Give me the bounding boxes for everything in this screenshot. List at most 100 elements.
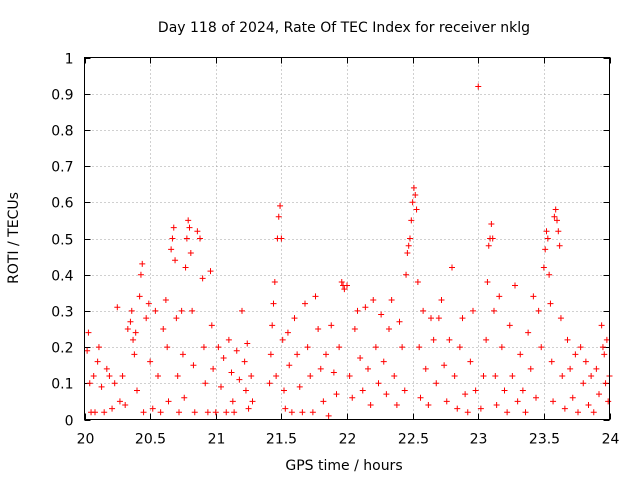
data-point xyxy=(271,278,278,285)
data-point xyxy=(413,206,420,213)
data-point xyxy=(420,307,427,314)
data-point xyxy=(122,402,129,409)
data-point xyxy=(149,405,156,412)
data-point xyxy=(533,394,539,401)
data-point xyxy=(199,275,206,282)
data-point xyxy=(147,358,154,365)
data-point xyxy=(119,373,126,380)
data-point xyxy=(459,315,466,322)
data-point xyxy=(467,358,474,365)
data-point xyxy=(231,409,238,416)
data-point xyxy=(409,199,416,206)
data-point xyxy=(605,398,612,405)
data-point xyxy=(241,358,248,365)
data-points xyxy=(84,83,613,419)
y-tick-label: 0.3 xyxy=(51,305,73,321)
data-point xyxy=(330,369,337,376)
data-point xyxy=(323,351,329,358)
data-point xyxy=(101,409,108,416)
data-point xyxy=(204,409,211,416)
data-point xyxy=(182,264,189,271)
data-point xyxy=(372,344,379,351)
data-point xyxy=(98,383,105,390)
data-point xyxy=(412,192,419,199)
data-point xyxy=(346,373,353,380)
data-point xyxy=(475,83,482,90)
x-tick-label: 22.5 xyxy=(398,432,429,448)
data-point xyxy=(593,365,600,372)
data-point xyxy=(130,336,137,343)
data-point xyxy=(169,235,176,242)
data-point xyxy=(136,293,143,300)
data-point xyxy=(294,351,301,358)
data-point xyxy=(451,373,458,380)
data-point xyxy=(249,398,256,405)
data-point xyxy=(386,326,392,332)
data-point xyxy=(229,398,236,405)
x-tick-label: 22 xyxy=(339,432,357,448)
data-point xyxy=(580,380,587,387)
data-point xyxy=(349,394,356,401)
data-point xyxy=(279,336,286,343)
data-point xyxy=(186,224,193,231)
data-point xyxy=(443,398,450,405)
data-point xyxy=(145,300,152,307)
data-point xyxy=(236,376,243,383)
data-point xyxy=(170,224,177,231)
data-point xyxy=(325,412,332,419)
data-point xyxy=(509,373,516,380)
data-point xyxy=(84,347,91,354)
data-point xyxy=(462,391,469,398)
data-point xyxy=(435,315,442,322)
data-point xyxy=(496,293,503,300)
x-tick-label: 20 xyxy=(77,432,95,448)
data-point xyxy=(173,315,180,322)
data-point xyxy=(288,409,295,416)
x-tick-label: 23.5 xyxy=(529,432,560,448)
chart-title: Day 118 of 2024, Rate Of TEC Index for r… xyxy=(158,20,530,36)
data-point xyxy=(362,304,369,311)
x-tick-label: 24 xyxy=(602,432,620,448)
data-point xyxy=(344,282,350,289)
data-point xyxy=(551,213,558,220)
data-point xyxy=(220,354,227,361)
data-point xyxy=(543,228,550,235)
x-tick-label: 20.5 xyxy=(135,432,166,448)
data-point xyxy=(408,217,415,224)
data-point xyxy=(137,271,144,278)
data-point xyxy=(128,307,135,314)
data-point xyxy=(601,351,608,358)
data-point xyxy=(559,373,566,380)
data-point xyxy=(284,329,291,336)
data-point xyxy=(441,362,448,369)
data-point xyxy=(155,373,161,380)
data-point xyxy=(550,398,557,405)
data-point xyxy=(281,387,287,394)
data-point xyxy=(501,387,508,394)
data-point xyxy=(354,307,361,314)
data-point xyxy=(90,373,97,380)
data-point xyxy=(200,344,207,351)
data-point xyxy=(85,329,92,336)
y-tick-label: 0.1 xyxy=(51,377,73,393)
data-point xyxy=(538,344,545,351)
data-point xyxy=(556,242,563,249)
data-point xyxy=(552,206,559,213)
data-point xyxy=(542,246,549,253)
x-tick-labels: 20 20.5 21 21.5 22 22.5 23 23.5 24 xyxy=(77,432,620,448)
data-point xyxy=(132,329,139,336)
data-point xyxy=(548,358,555,365)
data-point xyxy=(92,409,98,416)
data-point xyxy=(428,315,434,322)
data-point xyxy=(396,318,403,325)
data-point xyxy=(483,336,490,343)
data-point xyxy=(312,293,319,300)
data-point xyxy=(190,362,197,369)
y-tick-label: 0.4 xyxy=(51,269,73,285)
data-point xyxy=(218,383,224,390)
data-point xyxy=(282,405,289,412)
data-point xyxy=(603,336,610,343)
plot-frame xyxy=(84,57,610,420)
data-point xyxy=(488,221,495,228)
y-tick-label: 0.2 xyxy=(51,341,73,357)
